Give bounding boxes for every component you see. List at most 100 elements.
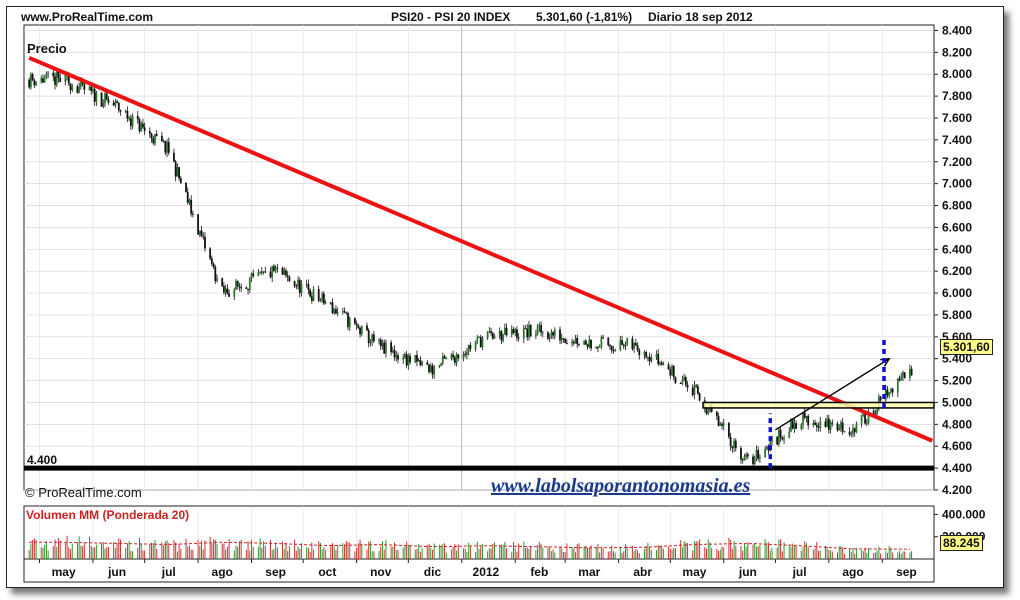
candle-body: [745, 454, 748, 457]
price-panel-title: Precio: [27, 41, 67, 56]
candle-body: [764, 448, 766, 458]
candle-body: [138, 119, 141, 132]
candle-body: [540, 324, 542, 333]
candle-body: [564, 339, 567, 344]
candle-body: [852, 428, 854, 434]
candle-body: [283, 270, 286, 275]
site-label[interactable]: www.ProRealTime.com: [21, 10, 154, 24]
candle-body: [672, 365, 675, 377]
candle-body: [819, 421, 822, 429]
xaxis-tick-label: ago: [212, 565, 233, 579]
candle-body: [71, 86, 74, 91]
candle-body: [40, 78, 43, 82]
candle-body: [335, 309, 337, 314]
candle-body: [359, 328, 361, 335]
candle-body: [552, 332, 555, 336]
candle-body: [312, 289, 315, 301]
candle-body: [755, 449, 758, 459]
candle-body: [522, 328, 525, 339]
candle-body: [903, 372, 906, 378]
candle-body: [752, 456, 754, 464]
candle-body: [212, 263, 215, 268]
candle-body: [42, 78, 44, 83]
candle-body: [107, 99, 110, 103]
candle-body: [888, 392, 891, 396]
candle-body: [860, 414, 863, 424]
price-tick-label: 7.200: [942, 155, 972, 169]
candle-body: [155, 133, 158, 136]
candle-body: [236, 280, 239, 287]
xaxis-tick-label: may: [52, 565, 76, 579]
candle-body: [840, 422, 842, 428]
candle-body: [891, 388, 894, 393]
xaxis-tick-label: dic: [424, 565, 442, 579]
candle-body: [83, 83, 86, 90]
candle-body: [136, 115, 139, 120]
candle-body: [264, 271, 267, 273]
candle-body: [526, 328, 529, 338]
candle-body: [865, 422, 868, 424]
xaxis-tick-label: mar: [578, 565, 600, 579]
candle-body: [550, 332, 553, 339]
candle-body: [562, 338, 565, 340]
watermark-link[interactable]: www.labolsaporantonomasia.es: [491, 475, 751, 497]
candle-body: [192, 213, 194, 215]
candle-body: [407, 355, 410, 366]
candle-body: [614, 349, 617, 352]
candle-body: [619, 340, 622, 350]
xaxis-tick-label: abr: [633, 565, 652, 579]
candle-body: [890, 388, 892, 393]
candle-body: [367, 330, 370, 344]
candle-body: [319, 300, 322, 302]
candle-body: [124, 110, 127, 112]
candle-body: [55, 72, 58, 85]
candle-body: [173, 152, 175, 162]
candle-body: [560, 338, 563, 341]
candle-body: [260, 271, 263, 273]
candle-body: [331, 302, 334, 314]
candle-body: [29, 74, 32, 88]
support-level-label: 4.400: [27, 453, 58, 467]
candle-body: [357, 325, 360, 329]
candle-body: [729, 436, 732, 447]
candle-body: [636, 345, 639, 351]
candle-body: [90, 86, 93, 91]
candle-body: [633, 342, 636, 349]
candle-body: [59, 77, 62, 82]
candle-body: [536, 327, 539, 335]
candle-body: [179, 178, 182, 183]
candle-body: [185, 182, 187, 193]
copyright-label: © ProRealTime.com: [25, 485, 142, 500]
candle-body: [488, 331, 491, 333]
candle-body: [547, 332, 549, 339]
candle-body: [600, 337, 603, 347]
candle-body: [841, 422, 844, 432]
candle-body: [464, 353, 467, 355]
candle-body: [512, 329, 515, 334]
candle-body: [602, 337, 604, 339]
candle-body: [683, 377, 685, 381]
candle-body: [429, 365, 432, 373]
candle-body: [95, 92, 98, 102]
candle-body: [381, 342, 384, 347]
last-volume-badge: 88.245: [940, 535, 983, 551]
candle-body: [693, 385, 696, 396]
candle-body: [414, 355, 417, 363]
candle-body: [453, 357, 456, 363]
candle-body: [824, 421, 827, 427]
candle-body: [848, 431, 851, 435]
candle-body: [176, 167, 179, 177]
candle-body: [300, 284, 303, 293]
candle-body: [634, 342, 637, 346]
candle-body: [717, 416, 720, 426]
candle-body: [417, 359, 420, 362]
candle-body: [827, 418, 830, 430]
candle-body: [252, 273, 255, 276]
candle-body: [428, 364, 430, 373]
candle-body: [221, 278, 224, 287]
price-volume-chart[interactable]: 8.400 8.200 8.000 7.800 7.600 7.400 7.200 7.000…: [7, 7, 1003, 587]
candle-body: [245, 287, 248, 289]
candle-body: [626, 338, 629, 345]
candle-body: [705, 408, 708, 414]
xaxis-tick-label: jul: [792, 565, 807, 579]
